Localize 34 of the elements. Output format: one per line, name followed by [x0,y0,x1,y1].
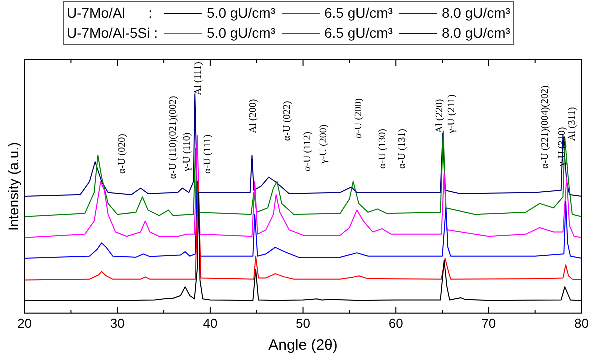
annotation: α-U (112) [302,132,314,172]
annotation: Al (311) [567,107,578,142]
annotation: α-U (130) [378,129,389,169]
x-tick-label: 40 [203,316,218,331]
x-tick-label: 70 [482,316,496,331]
annotation: α-U (020) [116,134,128,174]
annotation: γ-U (310) [556,127,568,168]
annotation: α-U (110)(021)(002) [168,96,179,180]
annotation: γ-U (200) [318,124,330,165]
legend-label: 6.5 gU/cm³ [324,24,393,43]
x-tick-label: 20 [18,316,32,331]
x-axis-title: Angle (2θ) [268,337,338,354]
y-axis-title: Intensity (a.u.) [5,142,22,232]
annotation: γ-U (110) [182,132,193,172]
legend-label: 6.5 gU/cm³ [324,4,393,23]
text: U-7Mo/Al : [67,4,154,23]
x-tick-label: 60 [388,316,404,331]
annotation: γ-U (211) [446,94,458,134]
annotation: α-U (131) [397,129,408,169]
annotation: Al (111) [193,62,204,96]
annotation: Al (200) [248,99,259,134]
legend-label: 5.0 gU/cm³ [207,24,276,43]
annotation: α-U (221)(004)(202) [540,86,552,169]
annotation: α-U (022) [282,101,294,142]
x-tick-label: 50 [296,316,311,331]
legend-label: 5.0 gU/cm³ [207,4,276,23]
text: U-7Mo/Al-5Si : [67,24,158,43]
legend-label: 8.0 gU/cm³ [442,24,510,43]
legend-label: 8.0 gU/cm³ [442,4,510,23]
annotation: α-U (111) [202,134,214,174]
x-tick-label: 80 [574,316,590,331]
annotation: α-U (200) [354,98,365,139]
annotation: Al (220) [434,99,446,134]
x-tick-label: 30 [110,316,125,331]
